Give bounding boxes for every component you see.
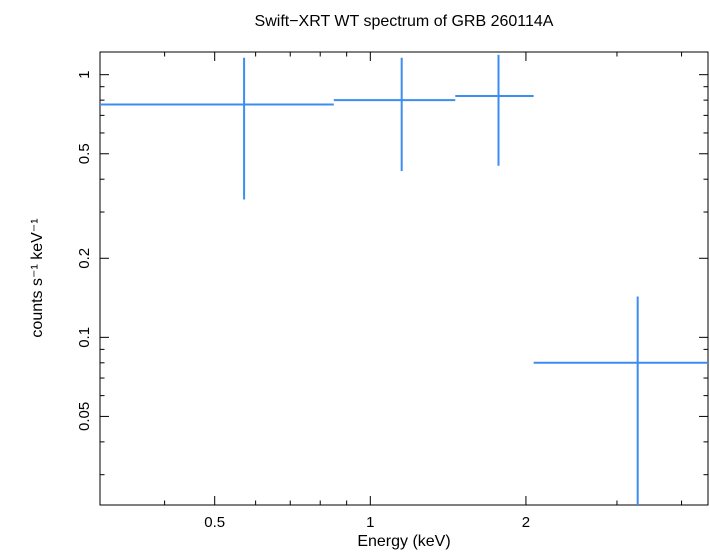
plot-frame — [99, 51, 709, 506]
y-tick-label: 0.05 — [76, 402, 93, 431]
y-axis-label: counts s⁻¹ keV⁻¹ — [29, 218, 46, 337]
y-tick-label: 1 — [76, 71, 93, 79]
chart-title: Swift−XRT WT spectrum of GRB 260114A — [255, 13, 554, 30]
x-tick-label: 0.5 — [204, 514, 225, 531]
x-tick-label: 2 — [522, 514, 530, 531]
x-axis-label: Energy (keV) — [357, 533, 450, 550]
y-tick-label: 0.5 — [76, 143, 93, 164]
y-tick-label: 0.2 — [76, 248, 93, 269]
y-tick-label: 0.1 — [76, 327, 93, 348]
x-tick-label: 1 — [366, 514, 374, 531]
